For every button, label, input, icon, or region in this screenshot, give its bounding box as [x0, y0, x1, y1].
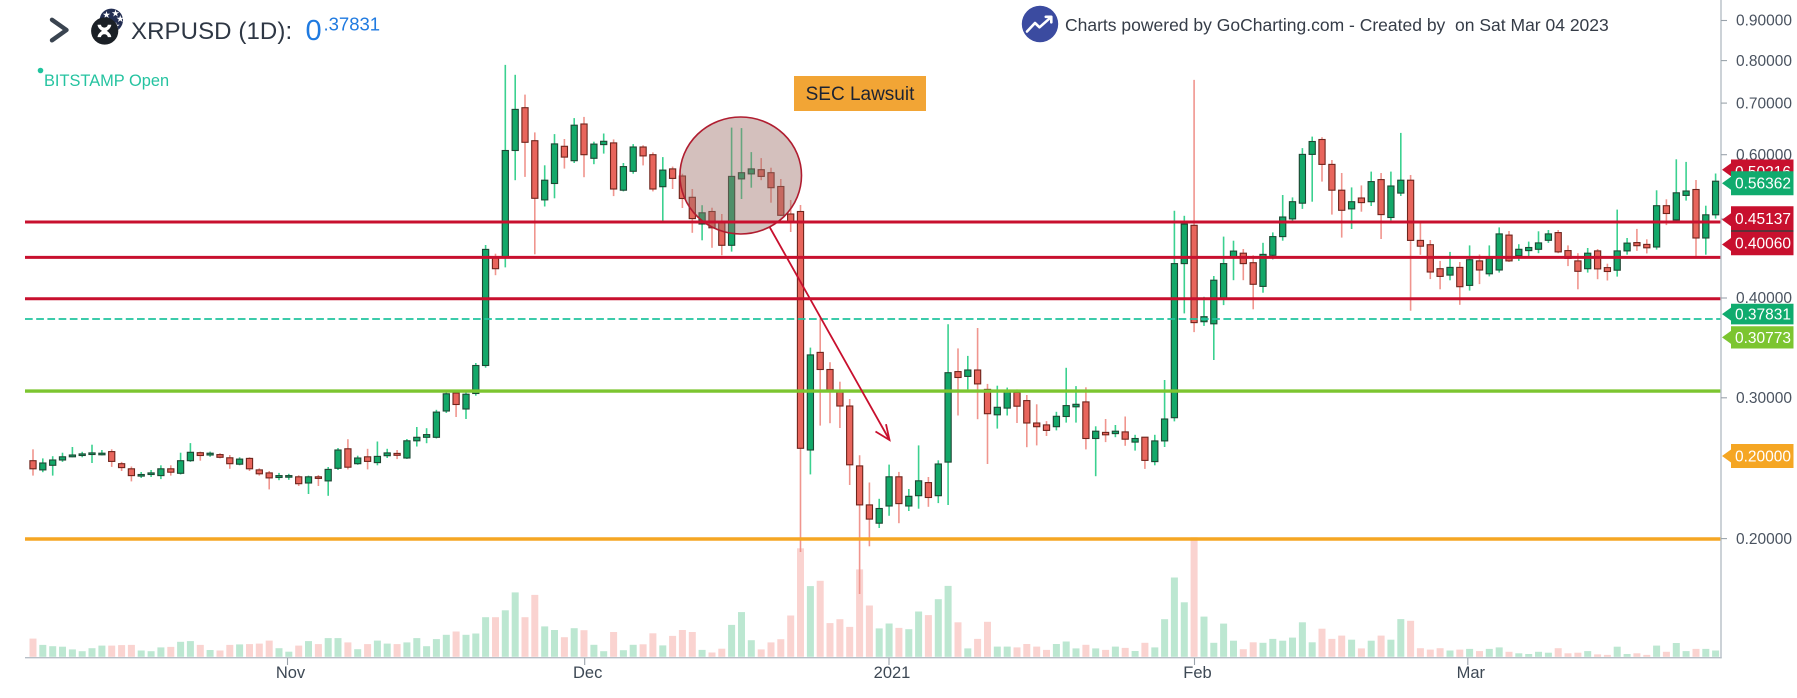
- svg-text:Feb: Feb: [1183, 664, 1211, 682]
- svg-text:Charts powered by GoCharting.c: Charts powered by GoCharting.com - Creat…: [1065, 15, 1609, 35]
- svg-text:0.20000: 0.20000: [1736, 531, 1792, 548]
- svg-text:0.30773: 0.30773: [1735, 330, 1791, 347]
- svg-text:★: ★: [111, 8, 120, 19]
- svg-text:0: 0: [306, 15, 322, 47]
- svg-text:Mar: Mar: [1457, 664, 1486, 682]
- svg-text:0.40000: 0.40000: [1736, 290, 1792, 307]
- svg-text:0.37831: 0.37831: [1735, 307, 1791, 324]
- svg-text:★: ★: [102, 10, 111, 21]
- svg-text:SEC Lawsuit: SEC Lawsuit: [806, 84, 915, 105]
- svg-text:Dec: Dec: [573, 664, 602, 682]
- svg-text:★: ★: [116, 14, 125, 25]
- svg-text:0.80000: 0.80000: [1736, 53, 1792, 70]
- svg-text:0.70000: 0.70000: [1736, 95, 1792, 112]
- svg-text:Nov: Nov: [276, 664, 306, 682]
- svg-text:0.30000: 0.30000: [1736, 390, 1792, 407]
- svg-text:XRPUSD (1D):: XRPUSD (1D):: [131, 18, 292, 45]
- svg-text:0.90000: 0.90000: [1736, 13, 1792, 30]
- svg-text:0.40060: 0.40060: [1735, 236, 1791, 253]
- svg-text:2021: 2021: [874, 664, 911, 682]
- svg-text:0.56362: 0.56362: [1735, 176, 1791, 193]
- svg-text:0.20000: 0.20000: [1735, 448, 1791, 465]
- svg-text:0.45137: 0.45137: [1735, 211, 1791, 228]
- svg-text:.37831: .37831: [324, 14, 381, 35]
- svg-text:BITSTAMP Open: BITSTAMP Open: [44, 72, 169, 90]
